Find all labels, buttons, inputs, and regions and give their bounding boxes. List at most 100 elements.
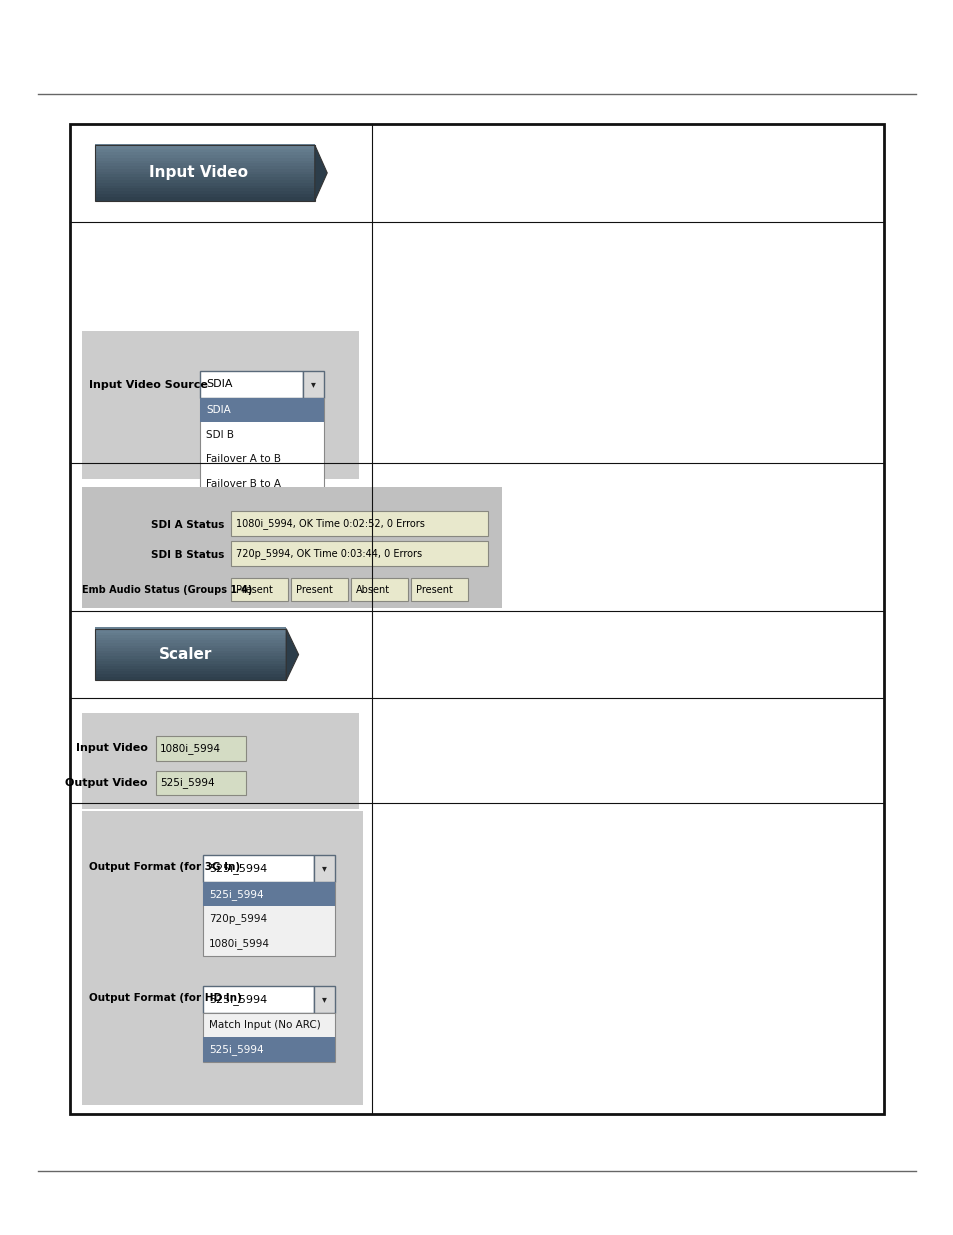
Bar bbox=[95, 641, 286, 645]
Bar bbox=[314, 986, 335, 1013]
Bar bbox=[95, 635, 286, 638]
Bar bbox=[203, 1013, 335, 1062]
Bar bbox=[351, 578, 408, 601]
Bar bbox=[95, 632, 286, 636]
Bar bbox=[200, 398, 324, 422]
Bar bbox=[95, 669, 286, 673]
Bar bbox=[95, 651, 286, 655]
Bar bbox=[70, 124, 883, 1114]
Bar bbox=[231, 578, 288, 601]
Bar bbox=[95, 196, 314, 201]
Bar bbox=[95, 672, 286, 676]
Bar bbox=[95, 161, 314, 164]
Bar bbox=[303, 370, 324, 398]
Bar bbox=[95, 185, 314, 190]
Bar bbox=[95, 658, 286, 662]
Bar bbox=[95, 674, 286, 678]
Text: SDI A Status: SDI A Status bbox=[151, 520, 224, 530]
Text: 720p_5994: 720p_5994 bbox=[209, 914, 267, 924]
Bar bbox=[95, 630, 286, 634]
Bar bbox=[95, 163, 314, 168]
Bar bbox=[95, 648, 286, 652]
Polygon shape bbox=[286, 629, 298, 680]
Bar bbox=[95, 656, 286, 659]
Bar bbox=[155, 736, 246, 761]
Text: Present: Present bbox=[235, 584, 273, 595]
Bar bbox=[314, 855, 335, 882]
Text: Absent: Absent bbox=[355, 584, 390, 595]
Bar bbox=[82, 487, 501, 608]
Text: SDI B: SDI B bbox=[206, 430, 233, 440]
Bar bbox=[95, 629, 286, 680]
Text: Failover A to B: Failover A to B bbox=[206, 454, 281, 464]
Text: Input Video Source: Input Video Source bbox=[89, 380, 208, 390]
Bar bbox=[203, 882, 335, 906]
Bar bbox=[95, 177, 314, 182]
Text: Failover B to A: Failover B to A bbox=[206, 479, 281, 489]
Polygon shape bbox=[314, 146, 327, 201]
Text: SDIA: SDIA bbox=[206, 405, 231, 415]
Bar bbox=[95, 146, 314, 201]
Bar bbox=[203, 986, 314, 1013]
Bar bbox=[95, 627, 286, 631]
Bar bbox=[231, 511, 488, 536]
Bar bbox=[291, 578, 348, 601]
Bar bbox=[95, 663, 286, 667]
Bar bbox=[95, 637, 286, 642]
Bar bbox=[95, 169, 314, 173]
Bar bbox=[95, 661, 286, 664]
Text: 720p_5994, OK Time 0:03:44, 0 Errors: 720p_5994, OK Time 0:03:44, 0 Errors bbox=[235, 548, 421, 558]
Text: 1080i_5994, OK Time 0:02:52, 0 Errors: 1080i_5994, OK Time 0:02:52, 0 Errors bbox=[235, 519, 424, 529]
Text: Match Input (No ARC): Match Input (No ARC) bbox=[209, 1020, 320, 1030]
Bar bbox=[95, 677, 286, 680]
Bar bbox=[95, 154, 314, 159]
Bar bbox=[95, 194, 314, 198]
Bar bbox=[95, 191, 314, 195]
Text: Output Format (for HD In): Output Format (for HD In) bbox=[89, 993, 241, 1003]
Text: 525i_5994: 525i_5994 bbox=[209, 1045, 263, 1055]
Text: Input Video: Input Video bbox=[149, 165, 248, 180]
Bar bbox=[231, 541, 488, 566]
Text: Output Format (for 3G In): Output Format (for 3G In) bbox=[89, 862, 239, 872]
Bar bbox=[82, 811, 363, 1105]
Text: 1080i_5994: 1080i_5994 bbox=[160, 743, 221, 753]
Text: Input Video: Input Video bbox=[76, 743, 148, 753]
Text: SDI B Status: SDI B Status bbox=[151, 550, 224, 559]
Text: Present: Present bbox=[416, 584, 453, 595]
Text: 525i_5994: 525i_5994 bbox=[209, 889, 263, 899]
Bar bbox=[203, 882, 335, 956]
Bar bbox=[95, 646, 286, 650]
Text: Output Video: Output Video bbox=[66, 778, 148, 788]
Bar bbox=[200, 398, 324, 496]
Text: Scaler: Scaler bbox=[158, 647, 212, 662]
Bar bbox=[155, 771, 246, 795]
Text: 525i_5994: 525i_5994 bbox=[209, 994, 267, 1004]
Bar bbox=[95, 147, 314, 151]
Text: SDIA: SDIA bbox=[206, 379, 233, 389]
Bar bbox=[95, 643, 286, 647]
Bar bbox=[95, 174, 314, 179]
Bar bbox=[95, 653, 286, 657]
Bar bbox=[95, 183, 314, 186]
Text: Emb Audio Status (Groups 1-4): Emb Audio Status (Groups 1-4) bbox=[82, 585, 253, 595]
Bar bbox=[95, 158, 314, 162]
Bar bbox=[95, 180, 314, 184]
Bar bbox=[82, 713, 358, 809]
Bar bbox=[200, 370, 303, 398]
Text: Present: Present bbox=[295, 584, 333, 595]
Bar bbox=[95, 667, 286, 671]
Bar bbox=[411, 578, 468, 601]
Text: ▾: ▾ bbox=[311, 379, 316, 389]
Bar bbox=[95, 172, 314, 175]
Text: 525i_5994: 525i_5994 bbox=[160, 778, 214, 788]
Bar bbox=[203, 855, 314, 882]
Bar bbox=[82, 331, 358, 479]
Bar bbox=[95, 149, 314, 153]
Bar bbox=[95, 143, 314, 148]
Bar bbox=[95, 188, 314, 193]
Bar bbox=[95, 152, 314, 157]
Bar bbox=[203, 1037, 335, 1062]
Text: 525i_5994: 525i_5994 bbox=[209, 863, 267, 873]
Text: ▾: ▾ bbox=[321, 863, 327, 873]
Text: 1080i_5994: 1080i_5994 bbox=[209, 939, 270, 948]
